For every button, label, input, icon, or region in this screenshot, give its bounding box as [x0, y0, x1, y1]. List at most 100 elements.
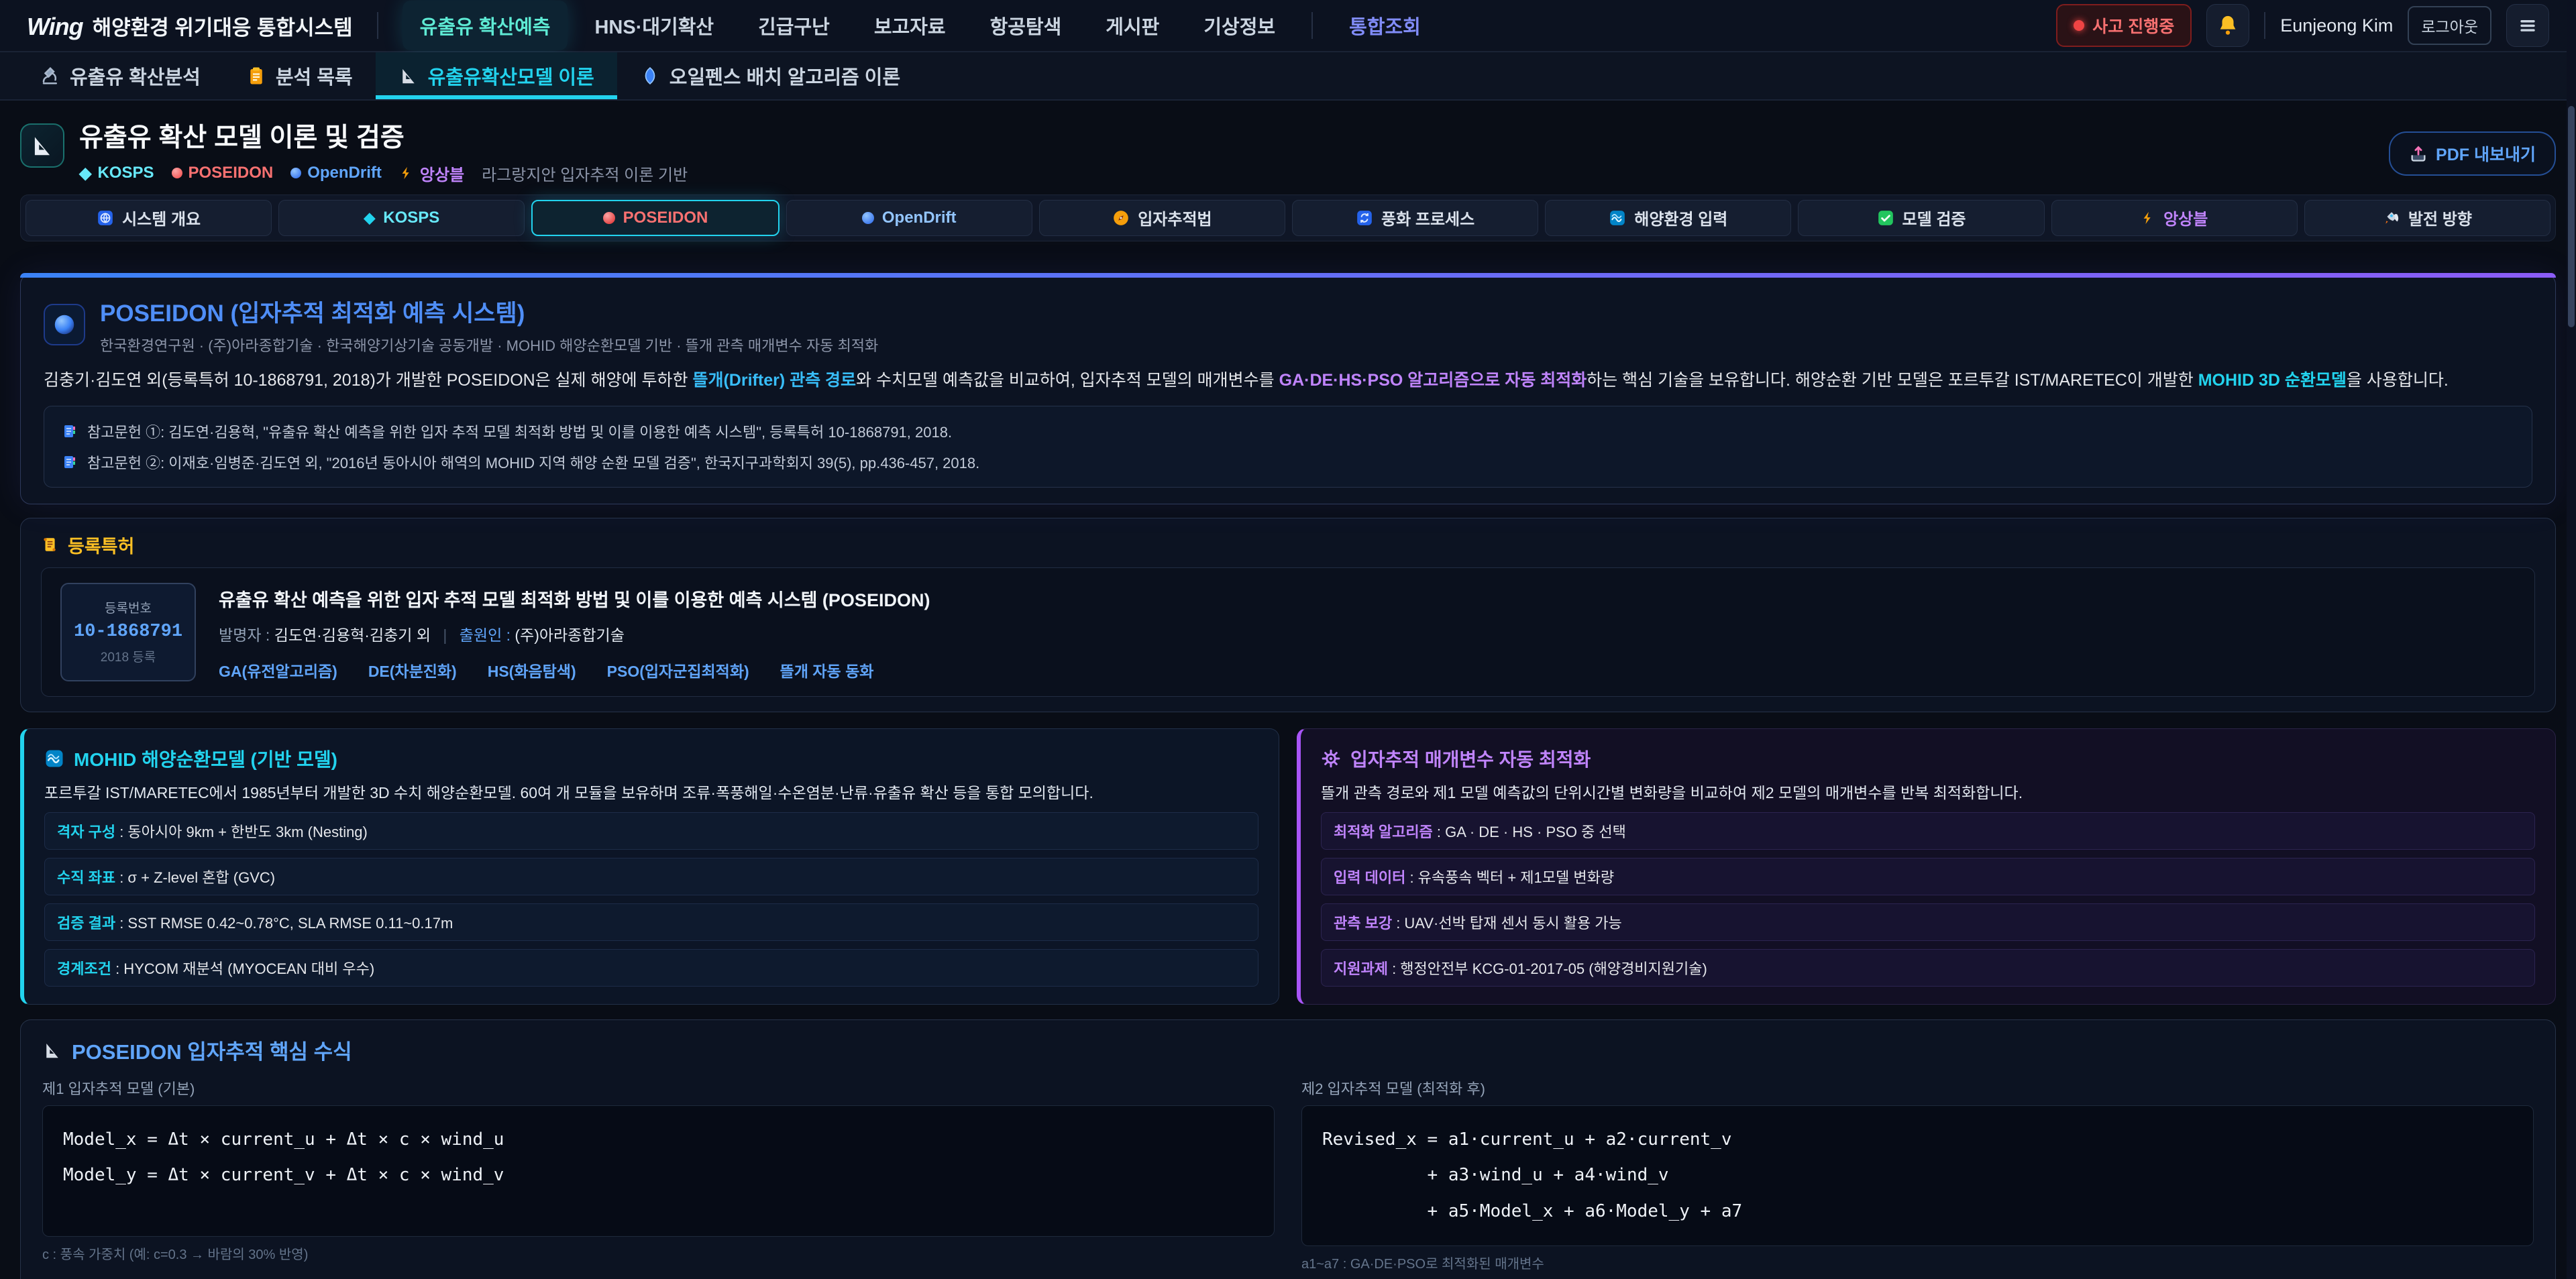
model2-code: Revised_x = a1·current_u + a2·current_v … [1301, 1105, 2534, 1246]
patent-details: 유출유 확산 예측을 위한 입자 추적 모델 최적화 방법 및 이를 이용한 예… [219, 583, 930, 681]
nav-item-oil-spill-prediction[interactable]: 유출유 확산예측 [402, 1, 568, 50]
notifications-button[interactable] [2206, 4, 2250, 47]
cycle-icon [1356, 209, 1373, 227]
pill-model-validation[interactable]: 모델 검증 [1798, 199, 2045, 236]
bookmark-icon [62, 423, 78, 439]
optimization-card-title: 입자추적 매개변수 자동 최적화 [1321, 745, 2535, 772]
pill-poseidon[interactable]: POSEIDON [531, 199, 780, 236]
pdf-export-button[interactable]: PDF 내보내기 [2389, 131, 2556, 176]
app-logo[interactable]: Wing 해양환경 위기대응 통합시스템 [27, 11, 353, 41]
registration-year: 2018 등록 [100, 651, 156, 665]
model2-caption: a1~a7 : GA·DE·PSO로 최적화된 매개변수 [1301, 1256, 1544, 1272]
incident-status-badge[interactable]: 사고 진행중 [2056, 4, 2192, 47]
pill-opendrift[interactable]: OpenDrift [786, 199, 1032, 236]
incident-dot-icon [2074, 20, 2085, 31]
pill-ocean-env-input[interactable]: 해양환경 입력 [1545, 199, 1792, 236]
registration-number-label: 등록번호 [105, 602, 152, 616]
user-name: Eunjeong Kim [2280, 15, 2394, 36]
blue-dot-icon [861, 211, 874, 224]
nav-item-hns-diffusion[interactable]: HNS·대기확산 [594, 17, 714, 38]
model-cards-row: MOHID 해양순환모델 (기반 모델) 포르투갈 IST/MARETEC에서 … [20, 728, 2556, 1005]
nav-item-emergency-rescue[interactable]: 긴급구난 [758, 17, 830, 38]
references-box: 참고문헌 ①: 김도연·김용혁, "유출유 확산 예측을 위한 입자 추적 모델… [44, 405, 2532, 488]
nav-divider [1311, 12, 1313, 39]
diamond-icon: ◆ [79, 164, 92, 182]
tab-spill-analysis[interactable]: 유출유 확산분석 [17, 52, 223, 99]
bolt-icon [2141, 210, 2155, 226]
export-icon [2409, 144, 2428, 163]
top-navigation: Wing 해양환경 위기대응 통합시스템 유출유 확산예측 HNS·대기확산 긴… [0, 0, 2576, 52]
clipboard-icon [246, 66, 266, 86]
pill-kosps[interactable]: ◆ KOSPS [278, 199, 525, 236]
mohid-description: 포르투갈 IST/MARETEC에서 1985년부터 개발한 3D 수치 해양순… [44, 783, 1093, 801]
pill-system-overview[interactable]: 시스템 개요 [25, 199, 272, 236]
badge-kosps: ◆ KOSPS [79, 164, 154, 182]
page-title-block: 유출유 확산 모델 이론 및 검증 ◆ KOSPS POSEIDON OpenDr… [79, 123, 688, 185]
nav-item-board[interactable]: 게시판 [1106, 17, 1160, 38]
tag-ga[interactable]: GA(유전알고리즘) [219, 662, 337, 680]
page-scrollbar[interactable] [2567, 0, 2576, 1279]
bolt-icon [399, 165, 414, 181]
reference-item: 참고문헌 ①: 김도연·김용혁, "유출유 확산 예측을 위한 입자 추적 모델… [62, 416, 2514, 447]
tab-oil-fence-algorithm-theory[interactable]: 오일펜스 배치 알고리즘 이론 [617, 52, 923, 99]
blue-dot-icon [290, 168, 302, 179]
scrollbar-thumb[interactable] [2568, 106, 2575, 327]
logout-button[interactable]: 로그아웃 [2408, 6, 2491, 45]
page-content: 유출유 확산 모델 이론 및 검증 ◆ KOSPS POSEIDON OpenDr… [0, 123, 2576, 1279]
tab-label: 유출유 확산분석 [70, 67, 201, 89]
tag-pso[interactable]: PSO(입자군집최적화) [606, 662, 749, 680]
nav-item-weather-info[interactable]: 기상정보 [1203, 17, 1276, 38]
inventor-label: 발명자 : [219, 626, 270, 644]
tag-drifter-assimilation[interactable]: 뜰개 자동 동화 [780, 662, 874, 680]
mohid-card: MOHID 해양순환모델 (기반 모델) 포르투갈 IST/MARETEC에서 … [20, 728, 1279, 1005]
tag-hs[interactable]: HS(화음탐색) [487, 662, 576, 680]
set-square-icon [30, 133, 55, 158]
red-dot-icon [171, 168, 182, 179]
logo-mark: Wing [27, 12, 84, 40]
pill-particle-tracking[interactable]: 입자추적법 [1038, 199, 1286, 236]
nav-item-integrated-search[interactable]: 통합조회 [1349, 17, 1421, 38]
patent-title: 유출유 확산 예측을 위한 입자 추적 모델 최적화 방법 및 이를 이용한 예… [219, 590, 930, 610]
pill-future-direction[interactable]: 발전 방향 [2304, 199, 2551, 236]
spec-row: 경계조건 : HYCOM 재분석 (MYOCEAN 대비 우수) [44, 949, 1258, 987]
applicant: (주)아라종합기술 [515, 626, 625, 644]
highlight-drifter: 뜰개(Drifter) 관측 경로 [692, 370, 857, 390]
page-title: 유출유 확산 모델 이론 및 검증 [79, 123, 405, 152]
highlight-mohid: MOHID 3D 순환모델 [2198, 370, 2347, 390]
set-square-icon [42, 1040, 62, 1060]
patent-meta: 발명자 : 김도연·김용혁·김충기 외 | 출원인 : (주)아라종합기술 [219, 626, 625, 644]
bookmark-icon [62, 454, 78, 470]
reference-item: 참고문헌 ②: 이재호·임병준·김도연 외, "2016년 동아시아 해역의 M… [62, 447, 2514, 478]
page-title-icon-box [20, 123, 64, 168]
registration-number: 10-1868791 [74, 622, 183, 643]
spec-row: 지원과제 : 행정안전부 KCG-01-2017-05 (해양경비지원기술) [1321, 949, 2535, 987]
logo-text: 해양환경 위기대응 통합시스템 [92, 15, 353, 40]
highlight-algorithms: GA·DE·HS·PSO 알고리즘으로 자동 최적화 [1279, 370, 1587, 390]
spec-row: 검증 결과 : SST RMSE 0.42~0.78°C, SLA RMSE 0… [44, 903, 1258, 942]
pill-ensemble[interactable]: 앙상블 [2051, 199, 2298, 236]
poseidon-sphere-icon [44, 304, 85, 346]
wave-icon [1609, 209, 1626, 227]
tab-diffusion-model-theory[interactable]: 유출유확산모델 이론 [375, 52, 617, 99]
rocket-icon [2383, 209, 2400, 227]
secondary-tab-bar: 유출유 확산분석 분석 목록 유출유확산모델 이론 오일펜스 배치 알고리즘 이… [0, 52, 2576, 101]
formula-columns: 제1 입자추적 모델 (기본) Model_x = Δt × current_u… [42, 1077, 2534, 1272]
poseidon-header-text: POSEIDON (입자추적 최적화 예측 시스템) 한국환경연구원 · (주)… [100, 294, 878, 355]
nav-divider [376, 12, 378, 39]
formula-model1: 제1 입자추적 모델 (기본) Model_x = Δt × current_u… [42, 1077, 1275, 1272]
model1-code: Model_x = Δt × current_u + Δt × c × wind… [42, 1105, 1275, 1237]
pill-weathering-process[interactable]: 풍화 프로세스 [1292, 199, 1539, 236]
menu-button[interactable] [2506, 4, 2549, 47]
tab-analysis-list[interactable]: 분석 목록 [223, 52, 376, 99]
poseidon-subtitle: 한국환경연구원 · (주)아라종합기술 · 한국해양기상기술 공동개발 · MO… [100, 337, 879, 354]
nav-item-aerial-search[interactable]: 항공탐색 [989, 17, 1062, 38]
poseidon-header: POSEIDON (입자추적 최적화 예측 시스템) 한국환경연구원 · (주)… [44, 294, 2532, 355]
wave-icon [44, 748, 64, 769]
tab-label: 오일펜스 배치 알고리즘 이론 [669, 67, 901, 89]
formula-heading: POSEIDON 입자추적 핵심 수식 [42, 1035, 2534, 1065]
tab-label: 유출유확산모델 이론 [427, 67, 594, 89]
tag-de[interactable]: DE(차분진화) [368, 662, 457, 680]
red-dot-icon [602, 211, 615, 224]
nav-item-reports[interactable]: 보고자료 [873, 17, 946, 38]
spec-row: 입력 데이터 : 유속풍속 벡터 + 제1모델 변화량 [1321, 858, 2535, 896]
